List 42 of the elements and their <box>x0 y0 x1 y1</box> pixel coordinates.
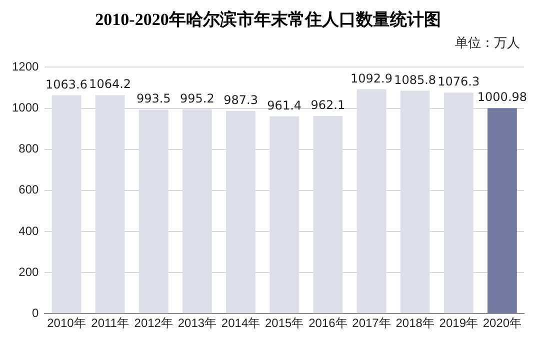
data-label: 1076.3 <box>438 74 480 89</box>
bar <box>270 116 300 314</box>
chart-title: 2010-2020年哈尔滨市年末常住人口数量统计图 <box>94 9 442 31</box>
data-label: 1063.6 <box>45 77 88 92</box>
x-tick-label: 2010年 <box>47 316 86 330</box>
bar <box>400 90 430 314</box>
bar <box>182 109 212 314</box>
data-label: 1000.98 <box>477 90 528 104</box>
y-tick-label: 1200 <box>12 60 40 74</box>
data-label: 995.2 <box>180 91 214 106</box>
y-tick-label: 600 <box>18 182 40 197</box>
data-label: 961.4 <box>267 98 302 112</box>
x-tick-label: 2016年 <box>308 316 348 330</box>
bar <box>488 108 517 314</box>
x-tick-label: 2017年 <box>352 316 391 330</box>
y-tick-label: 0 <box>32 306 40 320</box>
y-tick-label: 800 <box>18 142 40 156</box>
x-tick-label: 2018年 <box>396 316 434 330</box>
data-label: 987.3 <box>224 93 258 107</box>
y-tick-label: 200 <box>18 264 40 279</box>
x-tick-label: 2015年 <box>264 316 304 330</box>
bar <box>313 116 343 314</box>
bar <box>52 95 82 314</box>
x-tick-label: 2011年 <box>91 316 129 330</box>
data-label: 962.1 <box>310 98 346 112</box>
bar <box>95 95 125 314</box>
x-tick-label: 2013年 <box>178 316 217 330</box>
bar <box>138 110 168 314</box>
bar <box>226 110 256 314</box>
x-tick-label: 2020年 <box>482 316 522 330</box>
data-label: 1085.8 <box>394 72 436 87</box>
data-label: 993.5 <box>136 92 171 106</box>
y-tick-label: 1000 <box>12 100 40 115</box>
bar <box>356 89 386 314</box>
data-label: 1092.9 <box>350 71 392 86</box>
data-label: 1064.2 <box>89 77 132 92</box>
x-tick-label: 2012年 <box>134 316 173 330</box>
x-tick-label: 2014年 <box>221 316 260 330</box>
bar <box>444 92 474 314</box>
y-tick-label: 400 <box>18 224 40 238</box>
text: 单位：万人 <box>454 35 520 52</box>
x-tick-label: 2019年 <box>439 316 478 330</box>
